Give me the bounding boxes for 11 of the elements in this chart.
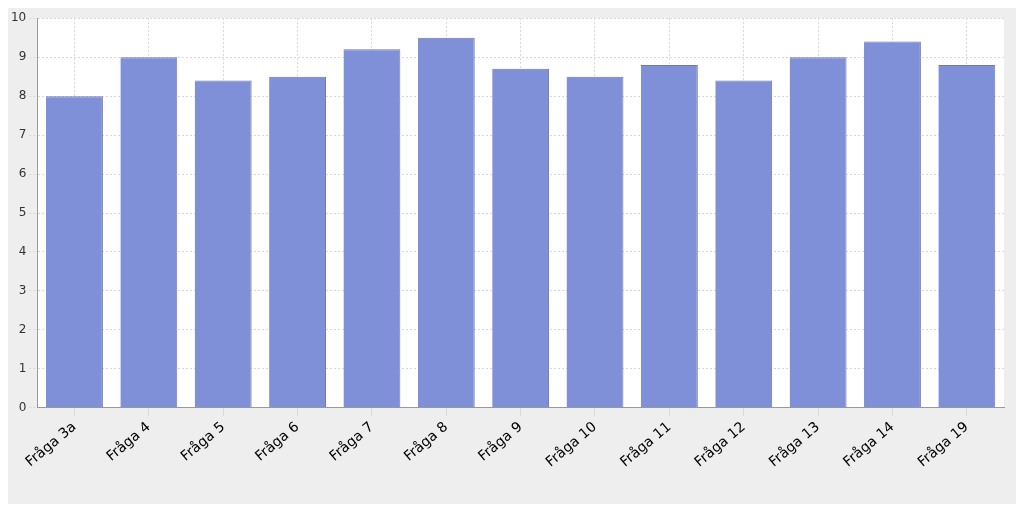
y-tick-label: 7: [18, 127, 27, 142]
y-tick-label: 0: [18, 399, 27, 414]
y-tick-label: 4: [18, 244, 27, 259]
y-tick-label: 2: [18, 322, 27, 337]
y-tick-label: 1: [18, 361, 27, 376]
y-tick-label: 6: [18, 166, 27, 181]
y-tick-label: 9: [18, 49, 27, 64]
y-tick-label: 10: [10, 10, 27, 25]
y-tick-label: 5: [18, 205, 27, 220]
y-tick-label: 8: [18, 88, 27, 103]
y-tick-label: 3: [18, 283, 27, 298]
